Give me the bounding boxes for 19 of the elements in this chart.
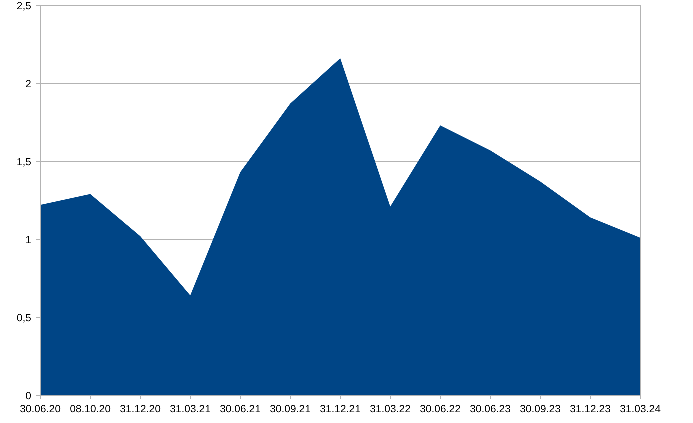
- x-tick-label: 31.03.22: [370, 404, 412, 416]
- x-tick-label: 08.10.20: [70, 404, 112, 416]
- x-tick-label: 31.03.21: [170, 404, 212, 416]
- x-tick-label: 30.09.23: [520, 404, 562, 416]
- y-tick-label: 0: [26, 390, 32, 402]
- y-tick-label: 2: [26, 78, 32, 90]
- x-tick-label: 30.06.21: [220, 404, 262, 416]
- x-tick-label: 31.12.20: [120, 404, 162, 416]
- x-tick-label: 30.09.21: [270, 404, 312, 416]
- x-tick-label: 31.12.21: [320, 404, 362, 416]
- x-tick-label: 31.12.23: [570, 404, 612, 416]
- x-tick-label: 30.06.23: [470, 404, 512, 416]
- x-tick-label: 30.06.20: [20, 404, 62, 416]
- y-tick-label: 1: [26, 234, 32, 246]
- x-tick-label: 30.06.22: [420, 404, 462, 416]
- x-tick-label: 31.03.24: [620, 404, 662, 416]
- y-tick-label: 0,5: [16, 312, 32, 324]
- y-tick-label: 1,5: [16, 156, 32, 168]
- y-tick-label: 2,5: [16, 0, 32, 12]
